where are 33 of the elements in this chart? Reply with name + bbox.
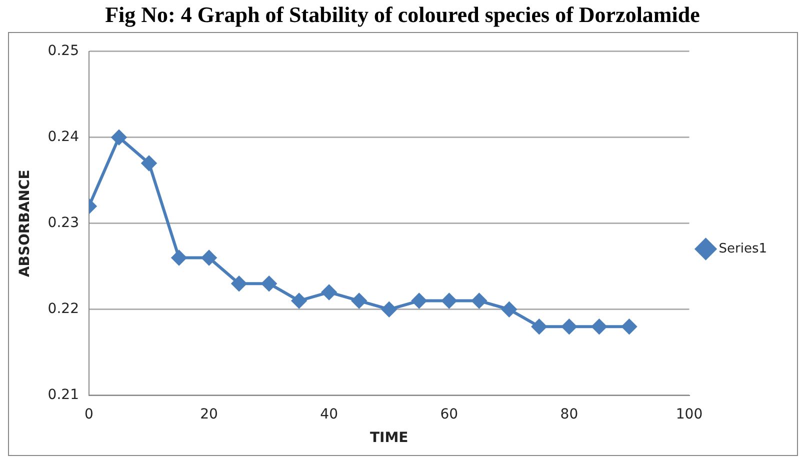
x-tick-label: 40 — [320, 406, 338, 422]
point — [142, 156, 156, 171]
y-tick-label: 0.23 — [48, 215, 79, 232]
x-tick-label: 100 — [676, 406, 703, 422]
point — [352, 293, 367, 308]
point — [562, 319, 577, 334]
point — [232, 276, 247, 292]
legend-label: Series1 — [718, 241, 767, 256]
point — [202, 250, 217, 266]
point — [292, 293, 307, 308]
point — [412, 293, 427, 308]
point — [532, 319, 547, 334]
y-axis-title: ABSORBANCE — [17, 170, 34, 278]
y-tick-label: 0.24 — [48, 129, 80, 146]
point — [592, 319, 607, 334]
y-tick-label: 0.21 — [48, 387, 79, 404]
x-tick-label: 80 — [560, 406, 578, 422]
point — [172, 250, 187, 266]
point — [262, 276, 277, 292]
chart-title: Fig No: 4 Graph of Stability of coloured species of Dorzolamide — [104, 1, 701, 29]
point — [111, 130, 126, 145]
y-tick-label: 0.22 — [48, 301, 79, 318]
point — [382, 302, 397, 317]
point — [442, 293, 457, 308]
point — [622, 319, 637, 334]
x-axis-title: TIME — [370, 430, 408, 446]
x-tick-label: 60 — [440, 406, 458, 422]
x-tick-label: 0 — [84, 406, 94, 422]
x-tick-label: 20 — [200, 406, 218, 422]
point — [472, 293, 487, 308]
y-tick-label: 0.25 — [48, 43, 79, 60]
point — [502, 302, 517, 317]
point — [322, 284, 337, 300]
